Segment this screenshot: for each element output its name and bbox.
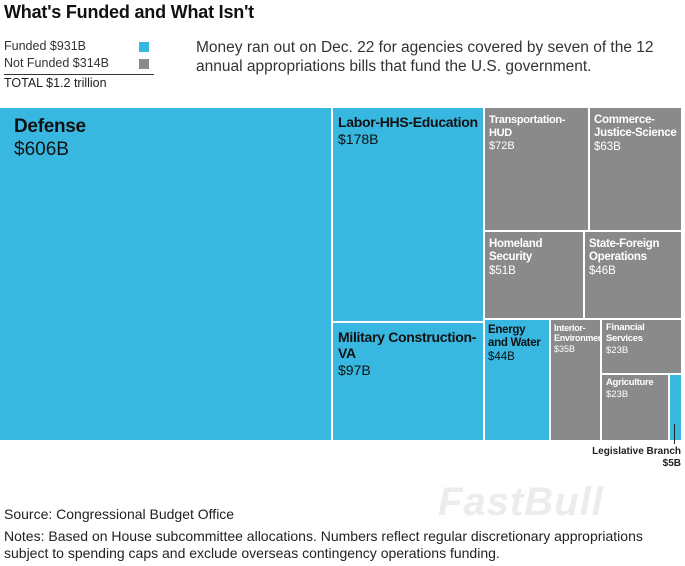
legend-total: TOTAL $1.2 trillion (4, 74, 154, 90)
callout-leader-line (674, 424, 675, 444)
tile-interior-environment: Interior-Environment $35B (551, 320, 602, 442)
tile-label: Agriculture (606, 377, 654, 388)
callout-value: $5B (662, 458, 681, 469)
footnotes: Notes: Based on House subcommittee alloc… (4, 528, 643, 561)
legend-funded-label: Funded $931B (4, 39, 87, 53)
watermark: FastBull (438, 480, 604, 524)
tile-label: Financial Services (606, 322, 645, 344)
tile-value: $63B (594, 141, 621, 154)
tile-value: $23B (606, 344, 629, 356)
tile-defense: Defense $606B (0, 108, 333, 442)
legend: Funded $931B Not Funded $314B TOTAL $1.2… (4, 38, 154, 90)
tile-value: $23B (606, 388, 629, 400)
tile-value: $178B (338, 131, 379, 148)
tile-label: Labor-HHS-Education (338, 114, 478, 130)
tile-label: Transportation-HUD (489, 114, 566, 139)
tile-commerce-justice-science: Commerce-Justice-Science $63B (590, 108, 683, 232)
tile-label: Commerce-Justice-Science (594, 114, 677, 140)
tile-transportation-hud: Transportation-HUD $72B (485, 108, 590, 232)
legend-funded-swatch (139, 42, 149, 52)
tile-value: $35B (554, 343, 576, 354)
chart-subtitle: Money ran out on Dec. 22 for agencies co… (196, 39, 654, 75)
chart-title: What's Funded and What Isn't (4, 2, 254, 22)
legend-not-funded-swatch (139, 59, 149, 69)
legend-not-funded: Not Funded $314B (4, 55, 154, 72)
tile-value: $606B (14, 138, 69, 160)
tile-value: $51B (489, 265, 516, 278)
callout-label: Legislative Branch (592, 446, 681, 457)
tile-homeland-security: Homeland Security $51B (485, 232, 585, 320)
tile-value: $97B (338, 362, 371, 379)
tile-value: $72B (489, 140, 515, 153)
tile-label: Interior-Environment (554, 323, 602, 344)
tile-value: $46B (589, 265, 616, 278)
tile-label: Homeland Security (489, 238, 543, 264)
tile-label: Military Construction-VA (338, 329, 477, 362)
source-note: Source: Congressional Budget Office (4, 506, 235, 522)
tile-financial-services: Financial Services $23B (602, 320, 683, 375)
tile-labor-hhs-education: Labor-HHS-Education $178B (333, 108, 485, 323)
tile-label: Energy and Water (488, 324, 541, 350)
tile-label: State-Foreign Operations (589, 238, 660, 264)
tile-label: Defense (14, 116, 86, 137)
tile-military-construction-va: Military Construction-VA $97B (333, 323, 485, 442)
tile-energy-and-water: Energy and Water $44B (485, 320, 551, 442)
tile-legislative-branch (670, 375, 683, 442)
legend-not-funded-label: Not Funded $314B (4, 56, 109, 70)
tile-state-foreign-operations: State-Foreign Operations $46B (585, 232, 683, 320)
legend-funded: Funded $931B (4, 38, 154, 55)
tile-agriculture: Agriculture $23B (602, 375, 670, 442)
legislative-branch-callout: Legislative Branch $5B (592, 424, 681, 470)
tile-value: $44B (488, 351, 515, 364)
